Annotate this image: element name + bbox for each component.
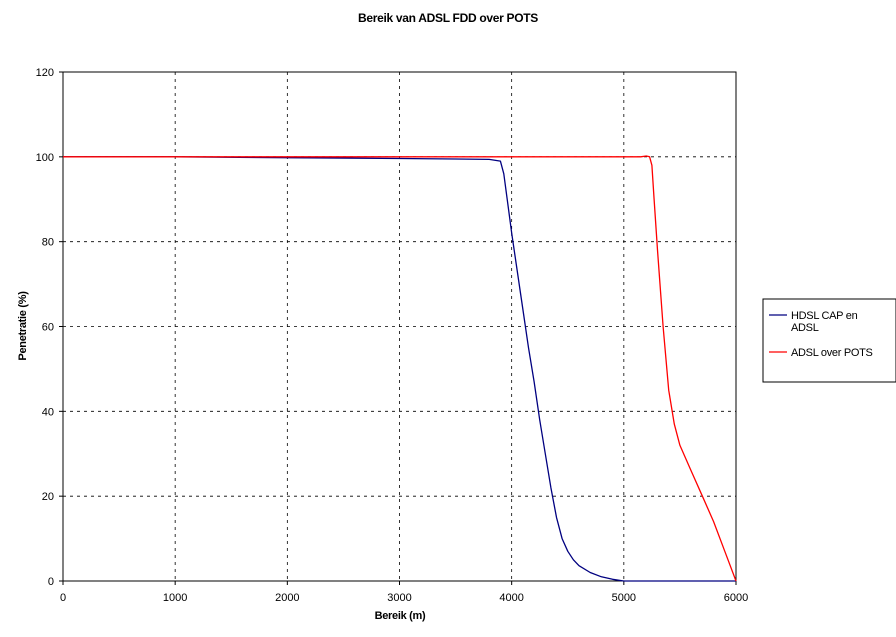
legend-label-hdsl-line1: HDSL CAP en [791, 310, 858, 322]
x-tick-label: 0 [60, 592, 66, 604]
x-tick-label: 1000 [163, 592, 187, 604]
x-axis-title: Bereik (m) [375, 610, 426, 622]
grid-lines [63, 72, 736, 581]
x-tick-label: 3000 [387, 592, 411, 604]
x-tick-label: 2000 [275, 592, 299, 604]
y-tick-label: 60 [42, 322, 54, 334]
legend-label-hdsl-line2: ADSL [791, 322, 819, 334]
y-tick-label: 120 [36, 67, 54, 79]
chart-title: Bereik van ADSL FDD over POTS [358, 11, 538, 25]
y-tick-label: 0 [48, 576, 54, 588]
y-tick-label: 20 [42, 491, 54, 503]
y-axis: 0 20 40 60 80 100 120 [36, 67, 63, 588]
series-lines [63, 155, 737, 582]
series-line-1 [63, 156, 736, 582]
x-tick-label: 6000 [724, 592, 748, 604]
series-line-2 [63, 155, 737, 582]
y-tick-label: 100 [36, 152, 54, 164]
x-axis: 0 1000 2000 3000 4000 5000 6000 [60, 581, 748, 604]
y-tick-label: 80 [42, 237, 54, 249]
x-tick-label: 5000 [612, 592, 636, 604]
legend-label-adsl: ADSL over POTS [791, 347, 873, 359]
y-tick-label: 40 [42, 406, 54, 418]
x-tick-label: 4000 [499, 592, 523, 604]
legend: HDSL CAP en ADSL ADSL over POTS [762, 298, 896, 383]
legend-box [762, 298, 896, 383]
y-axis-title: Penetratie (%) [17, 291, 29, 361]
legend-label-hdsl: HDSL CAP en ADSL [791, 310, 860, 334]
